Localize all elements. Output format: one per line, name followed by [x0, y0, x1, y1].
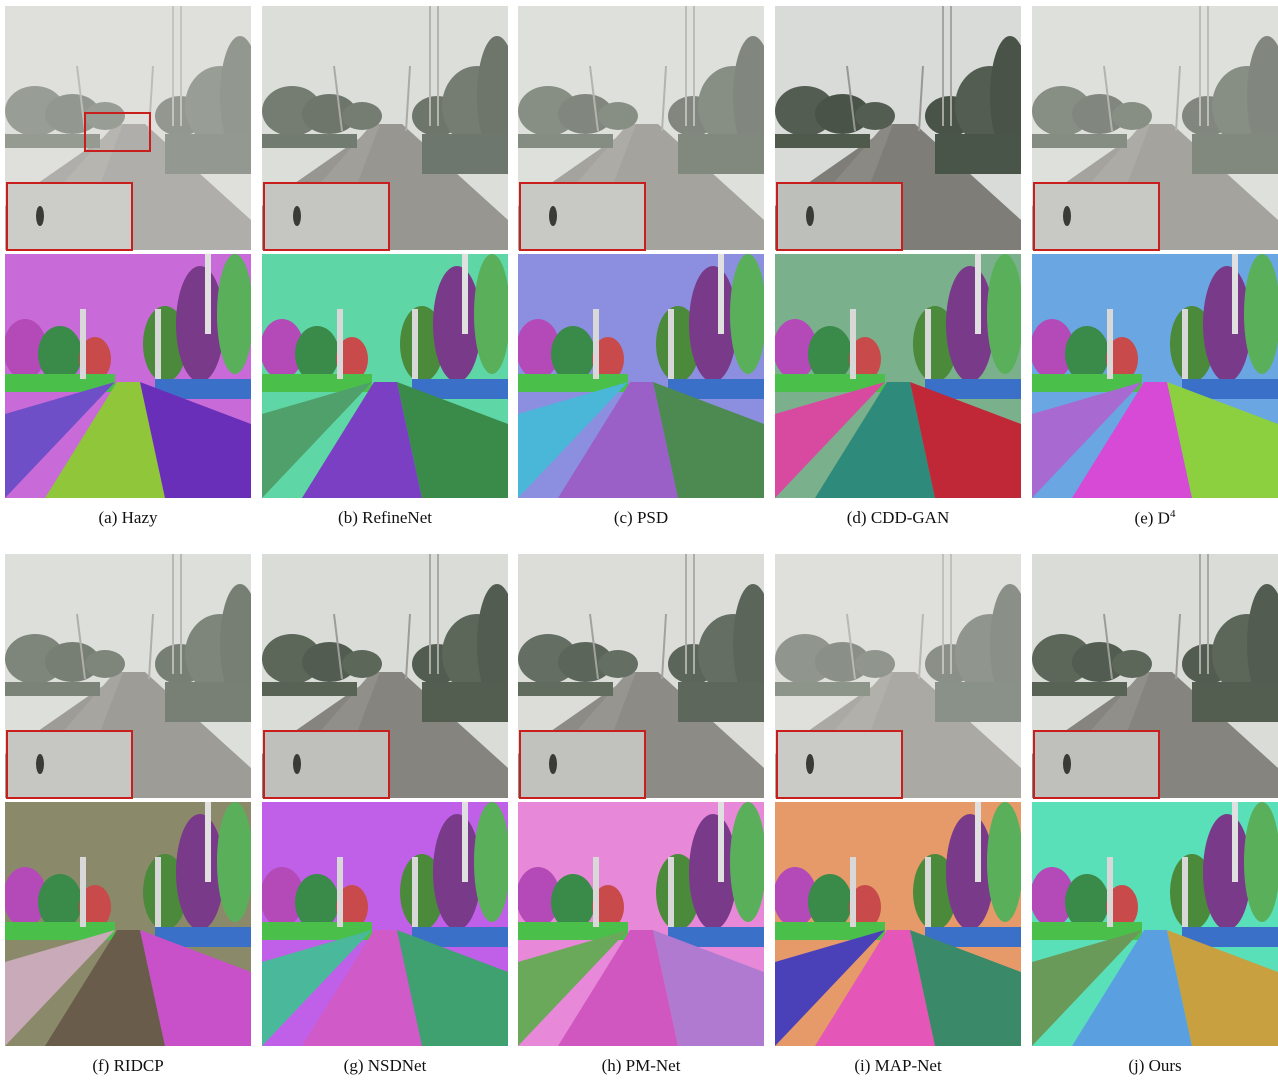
segmentation-map	[518, 254, 764, 498]
zoom-inset	[776, 182, 903, 251]
zoom-inset	[519, 730, 646, 799]
segmentation-map	[5, 802, 251, 1046]
method-panel	[775, 554, 1021, 1046]
zoom-inset	[263, 730, 390, 799]
segmentation-map	[518, 802, 764, 1046]
method-panel	[5, 6, 251, 498]
zoom-region-box	[84, 112, 151, 152]
method-panel	[262, 554, 508, 1046]
panel-caption: (g) NSDNet	[343, 1056, 427, 1075]
segmentation-map	[5, 254, 251, 498]
zoom-inset	[1033, 182, 1160, 251]
segmentation-map	[775, 254, 1021, 498]
method-panel	[775, 6, 1021, 498]
segmentation-map	[775, 802, 1021, 1046]
panel-caption: (j) Ours	[1128, 1056, 1182, 1075]
panel-caption: (c) PSD	[613, 508, 669, 527]
segmentation-map	[1032, 802, 1278, 1046]
zoom-inset	[6, 730, 133, 799]
method-panel	[1032, 6, 1278, 498]
zoom-inset	[519, 182, 646, 251]
method-panel	[5, 554, 251, 1046]
zoom-inset	[776, 730, 903, 799]
panel-caption: (e) D4	[1134, 508, 1176, 528]
panel-caption: (a) Hazy	[98, 508, 158, 527]
method-panel	[1032, 554, 1278, 1046]
panel-caption: (d) CDD-GAN	[846, 508, 950, 527]
method-panel	[518, 6, 764, 498]
segmentation-map	[262, 254, 508, 498]
method-panel	[518, 554, 764, 1046]
panel-caption: (b) RefineNet	[338, 508, 432, 527]
method-panel	[262, 6, 508, 498]
zoom-inset	[263, 182, 390, 251]
zoom-inset	[6, 182, 133, 251]
panel-caption: (h) PM-Net	[601, 1056, 681, 1075]
zoom-inset	[1033, 730, 1160, 799]
panel-caption: (i) MAP-Net	[854, 1056, 942, 1075]
panel-caption: (f) RIDCP	[92, 1056, 164, 1075]
segmentation-map	[262, 802, 508, 1046]
segmentation-map	[1032, 254, 1278, 498]
